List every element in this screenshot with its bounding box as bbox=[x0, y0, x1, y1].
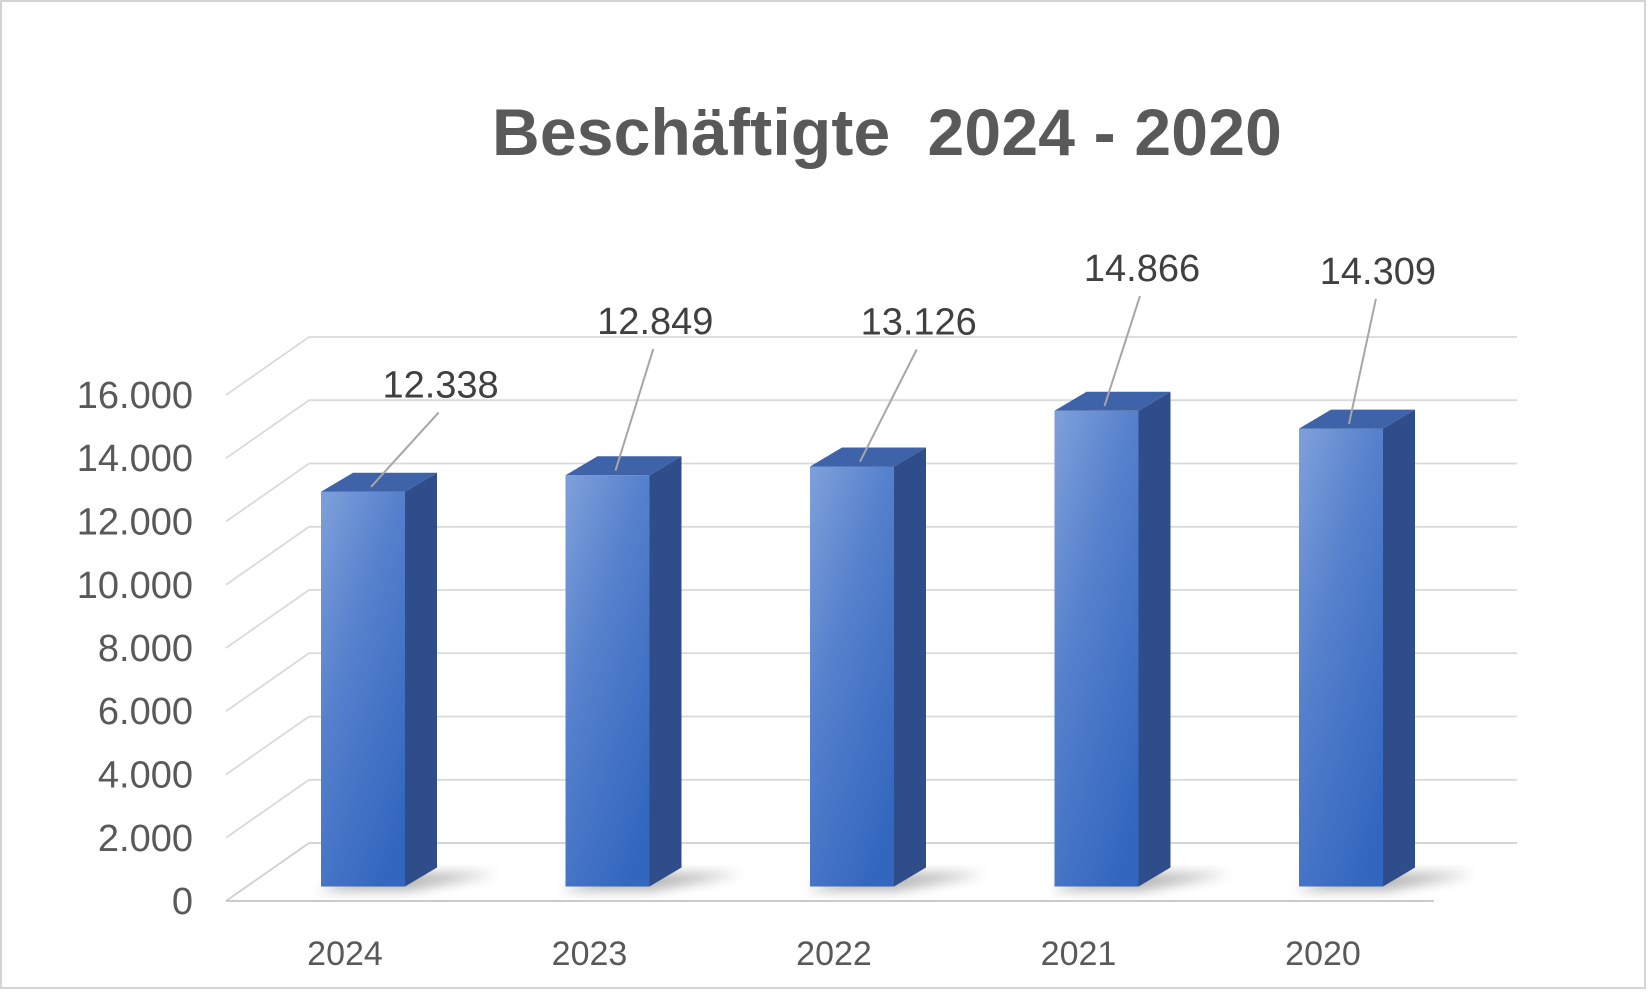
svg-text:14.309: 14.309 bbox=[1320, 251, 1436, 293]
svg-text:8.000: 8.000 bbox=[98, 628, 193, 670]
svg-text:12.849: 12.849 bbox=[597, 301, 713, 343]
svg-text:2.000: 2.000 bbox=[98, 818, 193, 860]
svg-text:16.000: 16.000 bbox=[77, 375, 193, 417]
svg-text:13.126: 13.126 bbox=[861, 302, 977, 344]
svg-text:12.338: 12.338 bbox=[382, 365, 498, 407]
svg-text:12.000: 12.000 bbox=[77, 502, 193, 544]
svg-text:2020: 2020 bbox=[1285, 935, 1361, 973]
svg-text:4.000: 4.000 bbox=[98, 755, 193, 797]
svg-text:2021: 2021 bbox=[1041, 935, 1117, 973]
svg-text:14.000: 14.000 bbox=[77, 438, 193, 480]
svg-text:2023: 2023 bbox=[552, 935, 628, 973]
svg-text:10.000: 10.000 bbox=[77, 565, 193, 607]
svg-text:0: 0 bbox=[172, 881, 193, 923]
svg-text:14.866: 14.866 bbox=[1084, 248, 1200, 290]
svg-text:2022: 2022 bbox=[796, 935, 872, 973]
svg-text:6.000: 6.000 bbox=[98, 691, 193, 733]
svg-text:2024: 2024 bbox=[307, 935, 383, 973]
